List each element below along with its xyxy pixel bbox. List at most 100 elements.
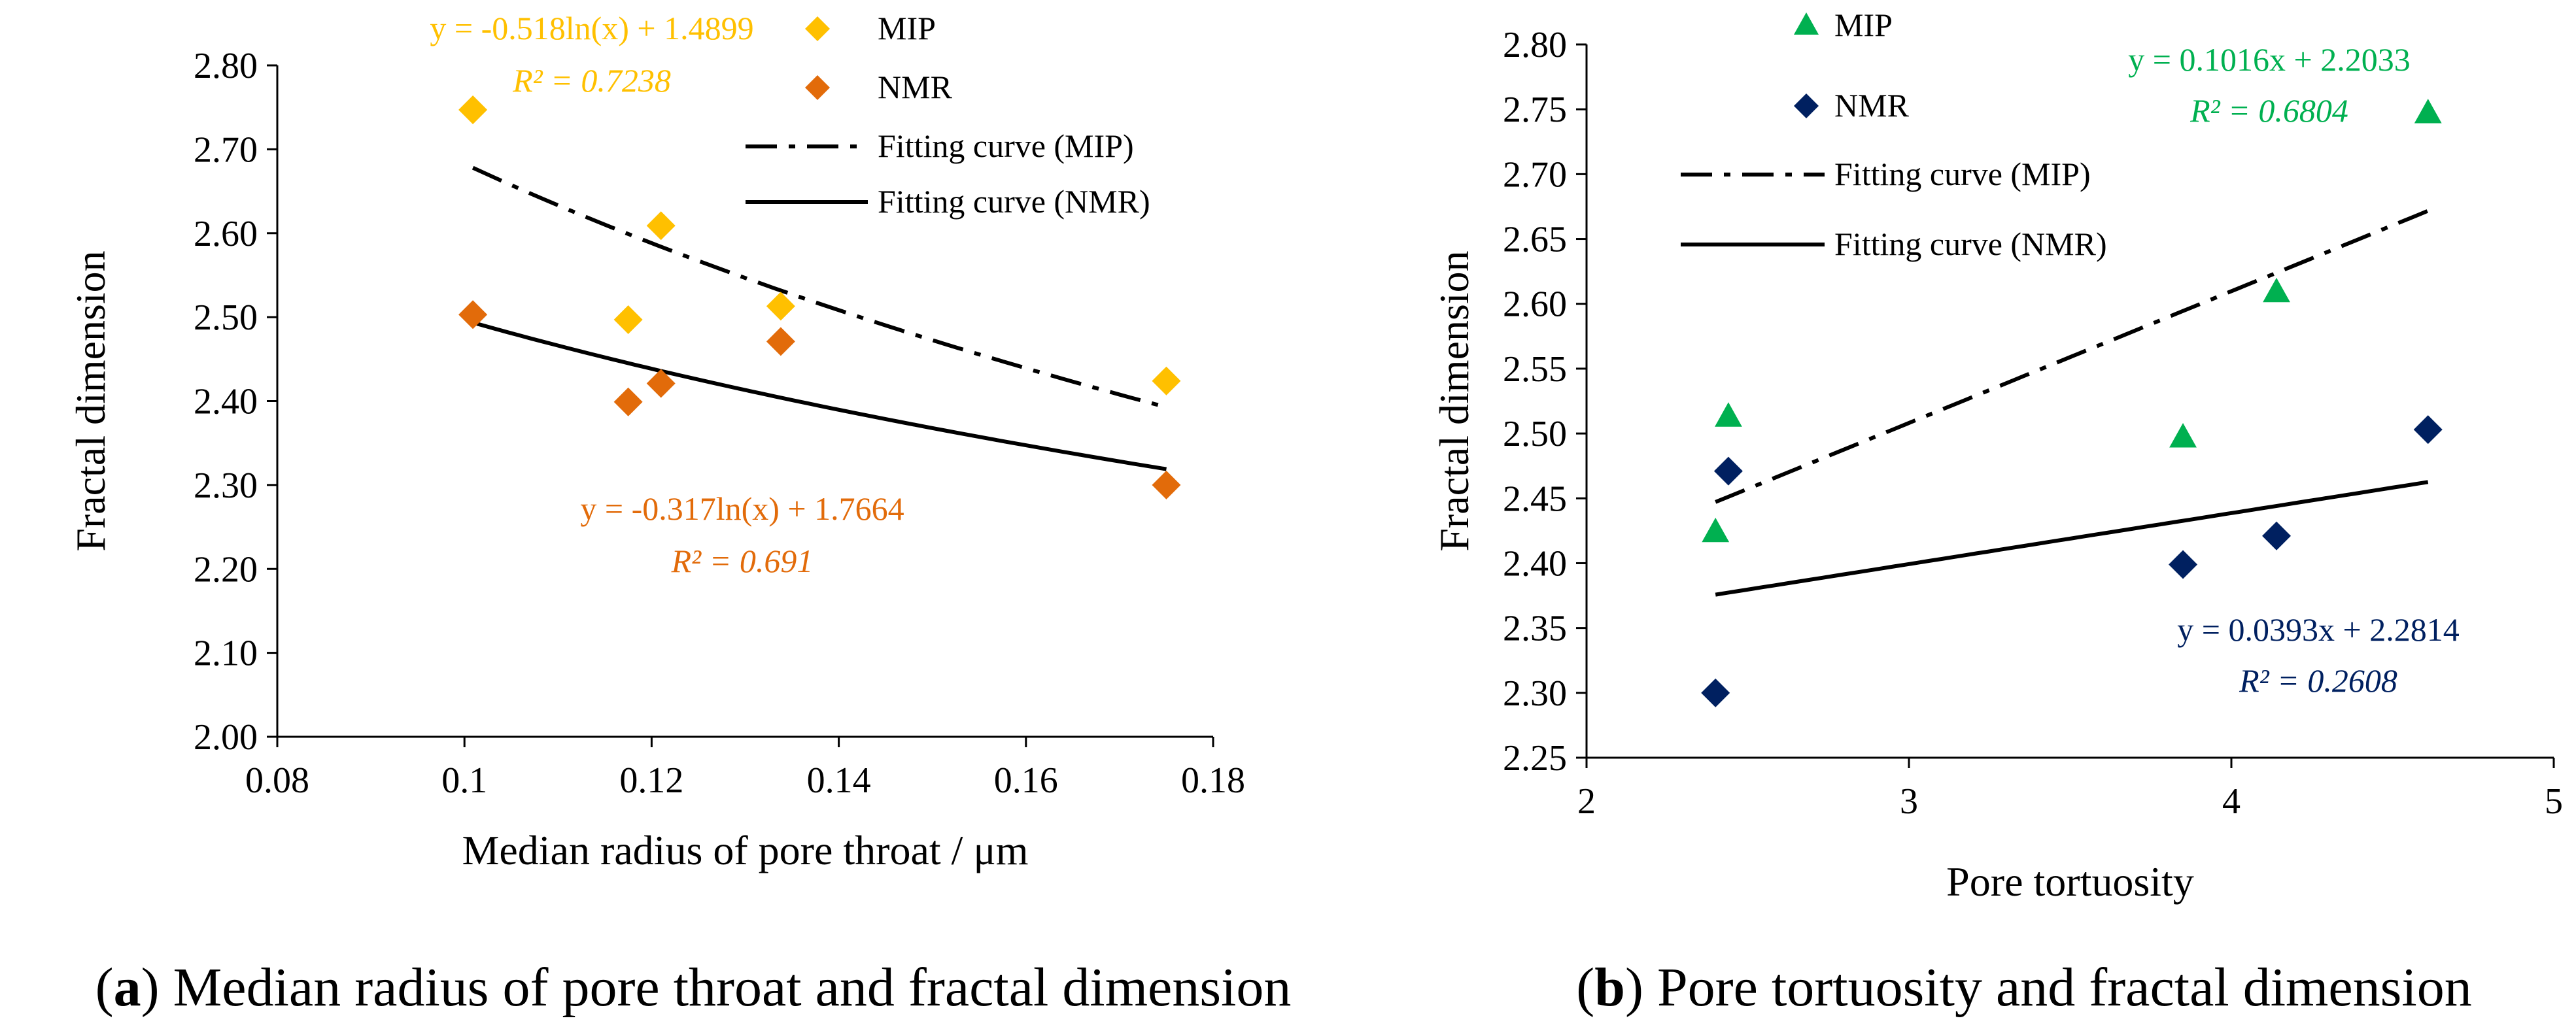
y-tick-label: 2.45 (1503, 479, 1567, 519)
chart-a-legend-mip-marker (805, 16, 830, 41)
chart-a-equation-mip: y = -0.518ln(x) + 1.4899 (430, 10, 753, 46)
y-tick-label: 2.10 (194, 633, 258, 674)
y-tick-label: 2.70 (194, 129, 258, 170)
y-tick-label: 2.50 (1503, 414, 1567, 454)
chart-a-legend-nmr-marker (805, 75, 830, 100)
data-point-mip (1702, 517, 1730, 543)
chart-b-y-axis-title: Fractal dimension (1431, 250, 1477, 551)
chart-b-legend-fit-mip: Fitting curve (MIP) (1834, 156, 2091, 192)
data-point-mip (646, 211, 676, 241)
data-point-nmr (1713, 456, 1743, 486)
y-tick-label: 2.80 (194, 46, 258, 86)
data-point-mip (1715, 402, 1742, 427)
legend-marker-nmr (805, 75, 830, 100)
chart-b-points (1701, 99, 2443, 707)
legend-marker-mip (805, 16, 830, 41)
y-tick-label: 2.40 (194, 382, 258, 422)
fit-line-mip (472, 165, 1167, 409)
chart-panel-b: 2.25 2.30 2.35 2.40 2.45 2.50 2.55 2.60 2.65 2.70… (1431, 7, 2563, 905)
y-tick-label: 2.60 (194, 214, 258, 254)
chart-panel-a: 2.00 2.10 2.20 2.30 2.40 2.50 2.60 2.70 2.80 0.08… (67, 10, 1245, 873)
y-tick-label: 2.80 (1503, 25, 1567, 65)
chart-a-fit-lines (472, 165, 1167, 471)
data-point-nmr (646, 369, 676, 398)
chart-a-ticks: 2.00 2.10 2.20 2.30 2.40 2.50 2.60 2.70 2.80 0.08… (194, 46, 1245, 801)
chart-a-r2-nmr: R² = 0.691 (671, 543, 814, 579)
chart-a-legend-mip: MIP (878, 10, 936, 46)
chart-a-equation-nmr: y = -0.317ln(x) + 1.7664 (580, 490, 904, 527)
chart-b-legend-mip: MIP (1834, 7, 1893, 43)
x-tick-label: 5 (2545, 781, 2563, 822)
data-point-mip (766, 292, 795, 321)
y-tick-label: 2.55 (1503, 349, 1567, 390)
data-point-nmr (613, 387, 643, 416)
data-point-mip (2263, 277, 2290, 303)
fit-line-mip (1715, 209, 2429, 504)
caption-a-text: Median radius of pore throat and fractal… (160, 957, 1292, 1018)
y-tick-label: 2.00 (194, 717, 258, 758)
chart-a-y-axis-title: Fractal dimension (67, 250, 114, 551)
x-tick-label: 0.16 (994, 760, 1058, 801)
data-point-nmr (1152, 470, 1181, 499)
chart-b-legend: MIP NMR Fitting curve (MIP) Fitting curv… (1681, 7, 2107, 262)
data-point-mip (613, 305, 643, 334)
chart-b-equation-nmr: y = 0.0393x + 2.2814 (2177, 611, 2459, 648)
x-tick-label: 2 (1577, 781, 1596, 822)
y-tick-label: 2.65 (1503, 220, 1567, 260)
data-point-mip (2169, 423, 2197, 448)
y-tick-label: 2.75 (1503, 90, 1567, 130)
chart-b-x-axis-title: Pore tortuosity (1946, 858, 2194, 905)
legend-marker-nmr (1794, 93, 1819, 118)
chart-a-legend: MIP NMR Fitting curve (MIP) Fitting curv… (746, 10, 1150, 220)
chart-b-legend-nmr-marker (1794, 93, 1819, 118)
y-tick-label: 2.70 (1503, 154, 1567, 195)
chart-a-legend-nmr: NMR (878, 69, 953, 105)
chart-b-ticks: 2.25 2.30 2.35 2.40 2.45 2.50 2.55 2.60 2.65 2.70… (1503, 25, 2563, 822)
caption-b: (b) Pore tortuosity and fractal dimensio… (1576, 957, 2471, 1018)
chart-b-r2-mip: R² = 0.6804 (2190, 92, 2348, 129)
data-point-nmr (2169, 550, 2198, 579)
y-tick-label: 2.50 (194, 297, 258, 338)
chart-a-x-axis-title: Median radius of pore throat / μm (462, 827, 1028, 873)
caption-a-letter: a (114, 957, 141, 1018)
chart-b-legend-mip-marker (1794, 12, 1819, 35)
data-point-nmr (766, 327, 795, 356)
data-point-nmr (2262, 521, 2292, 550)
x-tick-label: 0.14 (807, 760, 871, 801)
chart-a-legend-fit-mip: Fitting curve (MIP) (878, 127, 1134, 164)
chart-b-equation-mip: y = 0.1016x + 2.2033 (2128, 41, 2410, 78)
data-point-mip (1152, 366, 1181, 396)
legend-marker-mip (1794, 12, 1819, 35)
caption-b-text: Pore tortuosity and fractal dimension (1643, 957, 2472, 1018)
y-tick-label: 2.30 (194, 465, 258, 506)
y-tick-label: 2.60 (1503, 284, 1567, 325)
chart-b-fit-lines (1715, 209, 2429, 597)
chart-a-r2-mip: R² = 0.7238 (512, 62, 671, 99)
data-point-nmr (2413, 415, 2443, 445)
y-tick-label: 2.25 (1503, 738, 1567, 779)
caption-a: (a) Median radius of pore throat and fra… (95, 957, 1292, 1018)
x-tick-label: 0.18 (1181, 760, 1245, 801)
fit-line-nmr (1715, 480, 2429, 597)
x-tick-label: 3 (1900, 781, 1918, 822)
y-tick-label: 2.30 (1503, 673, 1567, 714)
chart-a-points (458, 95, 1181, 499)
chart-a-legend-fit-nmr: Fitting curve (NMR) (878, 183, 1150, 220)
y-tick-label: 2.35 (1503, 609, 1567, 649)
data-point-nmr (458, 300, 488, 329)
chart-b-legend-nmr: NMR (1834, 87, 1910, 124)
fit-line-nmr (472, 320, 1167, 471)
y-tick-label: 2.20 (194, 549, 258, 590)
chart-b-r2-nmr: R² = 0.2608 (2239, 662, 2397, 699)
data-point-mip (458, 95, 488, 125)
x-tick-label: 4 (2222, 781, 2241, 822)
data-point-mip (2414, 99, 2442, 124)
y-tick-label: 2.40 (1503, 543, 1567, 584)
caption-b-letter: b (1594, 957, 1625, 1018)
x-tick-label: 0.12 (619, 760, 683, 801)
chart-b-legend-fit-nmr: Fitting curve (NMR) (1834, 226, 2107, 262)
x-tick-label: 0.1 (441, 760, 487, 801)
data-point-nmr (1701, 678, 1730, 707)
x-tick-label: 0.08 (245, 760, 309, 801)
